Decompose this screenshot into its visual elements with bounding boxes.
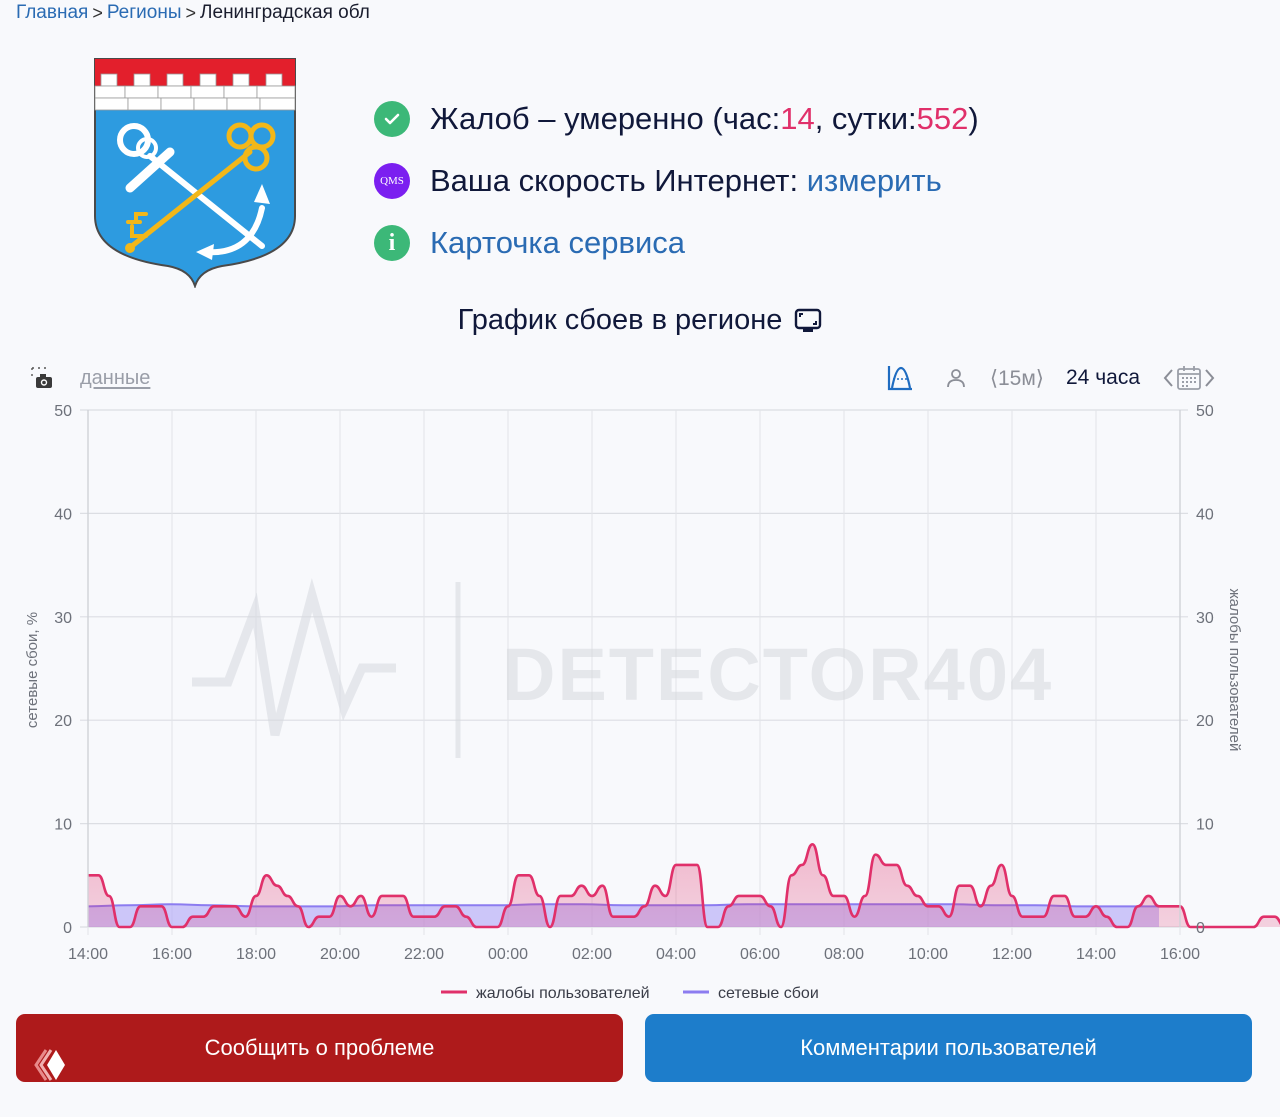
chart-title: График сбоев в регионе <box>457 304 783 336</box>
svg-text:14:00: 14:00 <box>1076 946 1116 963</box>
user-comments-label: Комментарии пользователей <box>800 1035 1097 1060</box>
outage-chart: DETECTOR404 0 0 10 10 20 20 30 30 40 40 50 50 14:00 1… <box>0 395 1280 1015</box>
calendar-icon[interactable] <box>1176 365 1202 391</box>
watermark: DETECTOR404 <box>192 577 1053 758</box>
date-nav <box>1162 365 1216 391</box>
svg-text:50: 50 <box>54 403 72 420</box>
y-axis-right-label: жалобы пользователей <box>1226 589 1243 752</box>
legend-item-network[interactable]: сетевые сбои <box>683 985 819 1002</box>
screenshot-camera-icon[interactable] <box>30 366 54 390</box>
chart-toolbar-right: ⟨15м⟩ 24 часа <box>886 364 1216 392</box>
svg-text:16:00: 16:00 <box>1160 946 1200 963</box>
breadcrumb-separator: > <box>185 2 197 23</box>
user-comments-button[interactable]: Комментарии пользователей <box>645 1014 1252 1082</box>
svg-text:12:00: 12:00 <box>992 946 1032 963</box>
svg-text:30: 30 <box>1196 610 1214 627</box>
complaints-day-count: 552 <box>916 101 969 136</box>
complaints-suffix: ) <box>968 101 979 136</box>
chart-axes: 0 0 10 10 20 20 30 30 40 40 50 50 14:00 16:00 18:00 20:… <box>54 403 1214 963</box>
brand-chevron-icon <box>34 1049 65 1081</box>
svg-text:40: 40 <box>1196 506 1214 523</box>
legend-label-network: сетевые сбои <box>718 985 819 1002</box>
svg-text:0: 0 <box>1196 920 1205 937</box>
service-card-row: i Карточка сервиса <box>374 212 979 274</box>
svg-text:08:00: 08:00 <box>824 946 864 963</box>
svg-text:10: 10 <box>54 817 72 834</box>
chart-legend: жалобы пользователей сетевые сбои <box>441 985 819 1002</box>
speed-status-row: QMS Ваша скорость Интернет: измерить <box>374 150 979 212</box>
svg-text:14:00: 14:00 <box>68 946 108 963</box>
region-coat-of-arms-icon <box>94 58 296 288</box>
status-list: Жалоб – умеренно (час: 14 , сутки: 552 )… <box>374 88 979 274</box>
y-axis-left-label: сетевые сбои, % <box>24 612 41 728</box>
svg-text:10: 10 <box>1196 817 1214 834</box>
svg-text:50: 50 <box>1196 403 1214 420</box>
breadcrumb-regions[interactable]: Регионы <box>106 2 182 23</box>
svg-text:40: 40 <box>54 506 72 523</box>
svg-text:20: 20 <box>1196 713 1214 730</box>
complaints-mid: , сутки: <box>814 101 917 136</box>
svg-text:16:00: 16:00 <box>152 946 192 963</box>
data-link[interactable]: данные <box>80 366 151 389</box>
smooth-chart-icon[interactable] <box>886 364 914 392</box>
check-circle-icon <box>374 101 410 137</box>
chevron-left-icon[interactable] <box>1162 367 1174 389</box>
svg-text:30: 30 <box>54 610 72 627</box>
report-problem-button[interactable]: Сообщить о проблеме <box>16 1014 623 1082</box>
svg-text:10:00: 10:00 <box>908 946 948 963</box>
watermark-text: DETECTOR404 <box>502 633 1053 716</box>
info-icon: i <box>374 225 410 261</box>
user-icon[interactable] <box>944 366 968 390</box>
svg-text:18:00: 18:00 <box>236 946 276 963</box>
complaints-hour-count: 14 <box>780 101 815 136</box>
chart-toolbar-left: данные <box>30 366 150 390</box>
chart-title-row: График сбоев в регионе <box>0 304 1280 337</box>
chart-canvas[interactable]: DETECTOR404 0 0 10 10 20 20 30 30 40 40 50 50 14:00 1… <box>0 395 1280 1015</box>
legend-item-complaints[interactable]: жалобы пользователей <box>441 985 650 1002</box>
action-buttons: Сообщить о проблеме Комментарии пользова… <box>16 1014 1252 1082</box>
svg-text:02:00: 02:00 <box>572 946 612 963</box>
report-problem-label: Сообщить о проблеме <box>204 1035 435 1060</box>
breadcrumb: Главная > Регионы > Ленинградская обл <box>16 2 370 24</box>
fullscreen-icon[interactable] <box>794 308 822 334</box>
svg-text:22:00: 22:00 <box>404 946 444 963</box>
svg-text:20: 20 <box>54 713 72 730</box>
complaints-series <box>88 842 1280 929</box>
svg-text:20:00: 20:00 <box>320 946 360 963</box>
qms-speedtest-icon: QMS <box>374 163 410 199</box>
breadcrumb-separator: > <box>92 2 103 23</box>
complaints-status-row: Жалоб – умеренно (час: 14 , сутки: 552 ) <box>374 88 979 150</box>
breadcrumb-current: Ленинградская обл <box>200 2 370 23</box>
chevron-right-icon[interactable] <box>1204 367 1216 389</box>
svg-text:06:00: 06:00 <box>740 946 780 963</box>
svg-text:00:00: 00:00 <box>488 946 528 963</box>
svg-text:0: 0 <box>63 920 72 937</box>
breadcrumb-home[interactable]: Главная <box>16 2 89 23</box>
measure-speed-link[interactable]: измерить <box>806 163 942 198</box>
svg-text:04:00: 04:00 <box>656 946 696 963</box>
interval-selector[interactable]: ⟨15м⟩ <box>989 366 1044 390</box>
legend-label-complaints: жалобы пользователей <box>476 985 650 1002</box>
speed-label: Ваша скорость Интернет: <box>430 163 807 198</box>
complaints-prefix: Жалоб – умеренно (час: <box>430 101 781 136</box>
service-card-link[interactable]: Карточка сервиса <box>430 225 686 260</box>
range-selector[interactable]: 24 часа <box>1066 366 1140 389</box>
